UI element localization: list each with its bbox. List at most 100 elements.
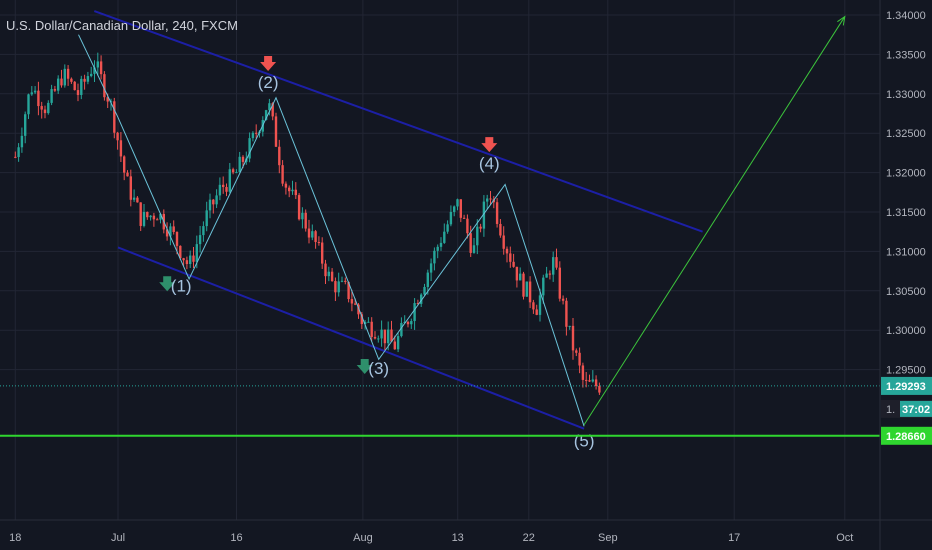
last-price-label: 1.29293 xyxy=(886,381,926,393)
candle-body xyxy=(20,135,24,148)
candle-body xyxy=(476,226,479,246)
candle-body xyxy=(90,73,93,77)
candle-body xyxy=(63,68,66,86)
candle-body xyxy=(175,231,179,246)
candle-body xyxy=(423,286,426,295)
drawings: (1) (2) (3) (4) (5) xyxy=(0,10,880,451)
candle-body xyxy=(27,94,30,115)
candle-body xyxy=(469,233,472,253)
candle-body xyxy=(330,271,334,282)
candle-body xyxy=(231,169,235,173)
candle-body xyxy=(93,67,96,74)
candle-body xyxy=(509,253,512,262)
candle-body xyxy=(502,235,505,249)
candle-body xyxy=(103,74,106,98)
candle-body xyxy=(525,281,528,297)
candle-body xyxy=(565,300,568,327)
candle-body xyxy=(40,106,43,110)
candle-body xyxy=(406,321,410,325)
candle-body xyxy=(132,197,136,200)
candle-body xyxy=(538,295,542,315)
candle-body xyxy=(367,321,370,323)
candle-body xyxy=(571,325,575,351)
candle-body xyxy=(446,224,449,232)
candle-body xyxy=(357,304,360,315)
x-tick-label: 22 xyxy=(523,532,535,544)
candle-body xyxy=(179,245,182,259)
candle-body xyxy=(60,78,63,86)
candle-body xyxy=(129,176,132,200)
y-tick-label: 1.29500 xyxy=(886,365,926,377)
candle-body xyxy=(360,314,363,325)
candle-body xyxy=(429,263,433,273)
candle-body xyxy=(30,92,33,95)
candle-body xyxy=(172,226,175,232)
candle-body xyxy=(99,61,103,75)
candle-body xyxy=(271,103,274,117)
y-tick-label: 1.30000 xyxy=(886,325,926,337)
candle-body xyxy=(449,211,453,225)
x-tick-label: 18 xyxy=(9,532,21,544)
countdown-badge xyxy=(900,400,932,417)
candle-body xyxy=(17,147,20,158)
channel-upper-line xyxy=(93,10,703,233)
wave-label: (2) xyxy=(258,73,279,92)
candle-body xyxy=(387,329,390,344)
candle-body xyxy=(416,303,420,305)
candle-body xyxy=(380,329,383,339)
candle-body xyxy=(119,140,123,157)
candle-body xyxy=(278,146,281,166)
candle-body xyxy=(53,89,57,91)
candle-body xyxy=(591,379,594,382)
candle-body xyxy=(321,242,324,264)
candle-body xyxy=(106,97,109,102)
candle-body xyxy=(294,189,297,196)
candle-body xyxy=(96,61,99,68)
candle-body xyxy=(403,321,406,323)
projection-arrow-line xyxy=(583,16,846,426)
candle-body xyxy=(314,231,317,243)
candle-body xyxy=(169,226,172,237)
last-price-tag xyxy=(881,376,932,395)
candle-body xyxy=(535,309,538,315)
candle-body xyxy=(479,226,482,229)
candle-body xyxy=(50,89,53,103)
candle-body xyxy=(598,385,601,393)
candle-body xyxy=(116,132,119,141)
candle-body xyxy=(264,110,268,121)
candle-body xyxy=(334,281,337,293)
candle-body xyxy=(123,156,126,173)
candle-body xyxy=(248,138,251,159)
candle-body xyxy=(301,212,304,220)
support-price-tag xyxy=(881,426,932,445)
candle-body xyxy=(495,202,499,224)
wave-label: (3) xyxy=(368,359,389,378)
candles xyxy=(14,52,601,395)
candle-body xyxy=(436,246,439,251)
candle-body xyxy=(324,263,327,277)
candle-body xyxy=(159,213,162,220)
x-tick-label: 13 xyxy=(452,532,464,544)
candle-body xyxy=(192,255,195,262)
candle-body xyxy=(284,183,288,188)
candle-body xyxy=(505,248,509,254)
candle-body xyxy=(548,273,552,275)
candle-body xyxy=(142,211,146,226)
wave-arrow-down-icon xyxy=(260,55,277,71)
candle-body xyxy=(439,242,443,247)
y-tick-label: 1.31000 xyxy=(886,246,926,258)
candle-body xyxy=(212,199,215,205)
candle-body xyxy=(532,302,535,310)
candle-body xyxy=(189,255,192,265)
candle-body xyxy=(453,206,456,212)
candle-body xyxy=(340,280,344,282)
wave-label: (1) xyxy=(171,276,192,295)
candle-body xyxy=(149,215,152,218)
candle-body xyxy=(466,218,469,234)
candle-body xyxy=(86,76,90,82)
candle-body xyxy=(393,341,396,350)
candle-body xyxy=(350,299,354,304)
candle-body xyxy=(83,78,86,82)
